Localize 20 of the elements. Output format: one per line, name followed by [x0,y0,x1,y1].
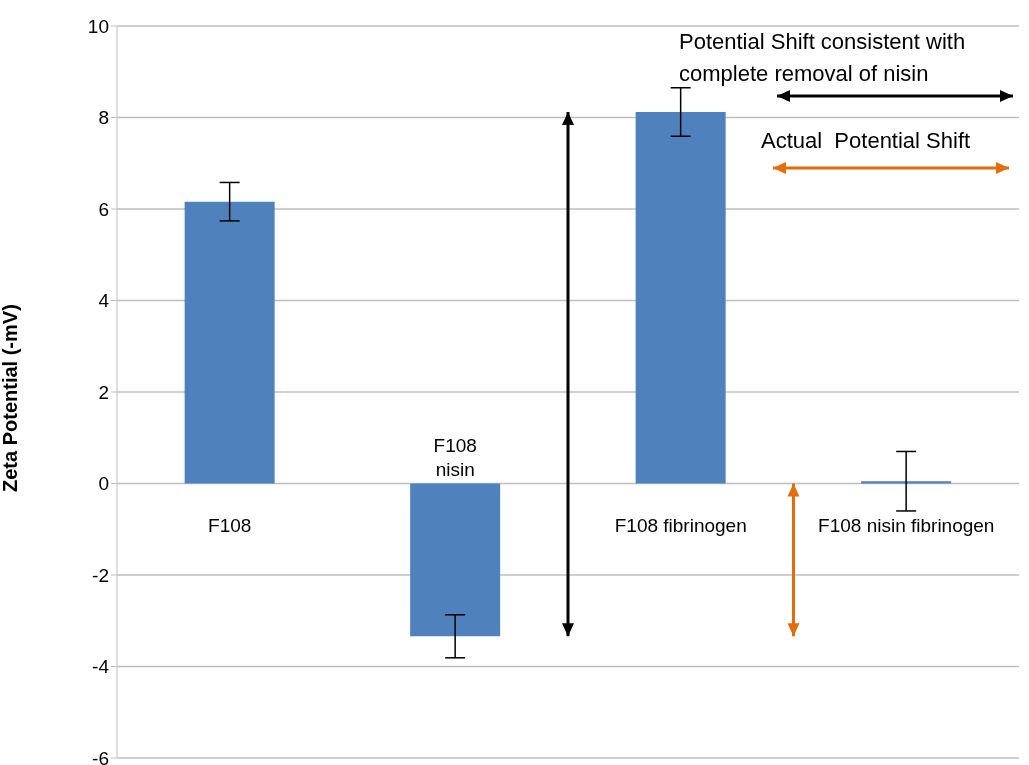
x-tick-label: F108 [208,514,252,536]
annotation: Actual Potential Shift [761,128,971,153]
y-tick-label: 10 [87,15,109,37]
x-tick-label: F108 nisin fibrinogen [818,514,995,536]
bar [861,481,952,484]
x-tick-label: F108 nisin [433,434,477,480]
y-tick-label: 0 [98,473,109,495]
bar [635,112,726,484]
y-tick-label: -2 [92,564,109,586]
annotation: Potential Shift consistent with complete removal of nisin [679,29,966,86]
y-tick-label: -4 [92,656,110,678]
bar [184,201,275,484]
y-tick-label: 2 [98,381,109,403]
y-tick-label: 4 [98,290,110,312]
y-tick-label: -6 [92,747,109,765]
x-tick-label: F108 fibrinogen [614,514,747,536]
y-tick-label: 6 [98,198,109,220]
bar [410,483,501,637]
y-tick-label: 8 [98,107,109,129]
y-axis-title: Zeta Potential (-mV) [0,304,22,492]
